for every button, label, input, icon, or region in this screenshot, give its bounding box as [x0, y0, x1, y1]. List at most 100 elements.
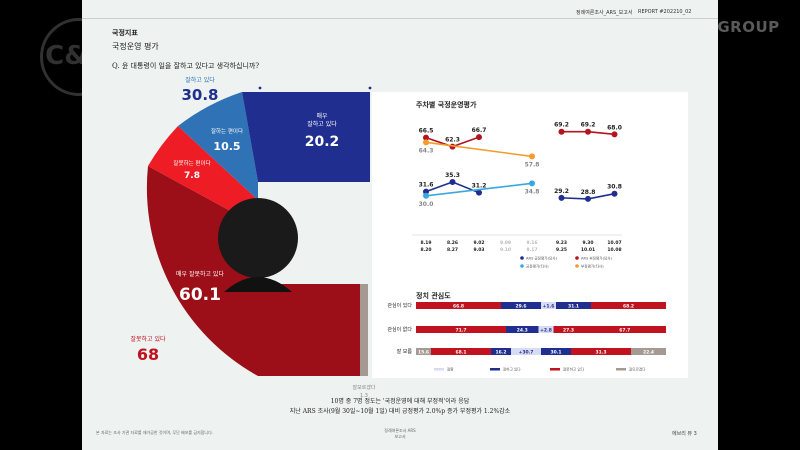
x-tick-label: 10.07 [607, 240, 621, 246]
value-bad-total: 68 [137, 345, 159, 364]
bar-segment [431, 348, 491, 355]
footer-note-2: 지난 ARS 조사(9월 30일~10월 1일) 대비 긍정평가 2.0%p 증… [289, 408, 511, 415]
data-label: 66.5 [419, 128, 434, 135]
bar-value-label: 27.3 [563, 327, 574, 333]
x-tick-label: 8.19 [420, 240, 431, 246]
slice-bad [148, 126, 258, 226]
bar-value-label: 31.1 [568, 303, 579, 309]
data-label: 66.7 [472, 127, 487, 134]
dot-marker-right [368, 86, 372, 90]
label-unknown: 잘모르겠다 [352, 384, 375, 391]
x-tick-label: 9.23 [556, 240, 567, 246]
header-divider [82, 18, 718, 19]
bar-legend-label: 잘못하고 있다 [563, 367, 585, 372]
bar-segment [506, 326, 539, 333]
series-line-3 [425, 141, 533, 158]
legend-label: ARS 긍정평가(당사) [526, 256, 558, 261]
bar-segment [491, 348, 511, 355]
bar-legend-marker [490, 368, 500, 371]
legend-label: 부정평가(타사) [581, 264, 604, 269]
slice-very-good [242, 92, 370, 182]
x-tick-label-2: 9.10 [500, 247, 511, 253]
legend-marker [520, 264, 524, 268]
bar-value-label: 68.1 [455, 349, 466, 355]
bar-category-label: 관심이 없다 [387, 326, 412, 333]
bar-legend-marker [550, 368, 560, 371]
data-point [476, 189, 482, 196]
bar-value-label: 29.6 [515, 303, 526, 309]
label-very-bad: 매우 잘못하고 있다 [176, 270, 224, 278]
right-panel: 주차별 국정운영평가 31.6 35.3 31.2 29.2 28.8 30.8 66.5 6… [372, 92, 688, 378]
data-label: 68.0 [607, 124, 622, 131]
data-point [423, 139, 429, 146]
x-tick-label-2: 10.08 [607, 247, 621, 253]
data-point [611, 190, 618, 197]
bar-value-label: 22.4 [643, 349, 654, 355]
bar-segment [511, 348, 541, 355]
bar-segment [538, 326, 554, 333]
legend-marker [575, 256, 579, 260]
series-line-0 [561, 197, 589, 200]
data-label: 57.8 [525, 161, 540, 168]
slice-good [178, 92, 258, 200]
bar-value-label: 66.8 [453, 303, 464, 309]
bar-legend-label: 잘모르겠다 [629, 367, 646, 372]
bar-chart-title: 정치 관심도 [416, 292, 451, 300]
footer-center: 정례여론조사 ARS 보고서 [384, 428, 416, 439]
data-label: 30.8 [607, 184, 622, 191]
x-tick-label: 9.16 [526, 240, 537, 246]
label-bad: 잘못하는 편이다 [173, 159, 210, 167]
portrait-image [218, 198, 298, 278]
bar-segment [416, 326, 506, 333]
data-label: 69.2 [581, 122, 596, 129]
interest-bar-chart: 관심이 있다 66.8 29.6 +1.6 31.1 68.2 관심이 없다 71.7 24.3… [387, 302, 666, 372]
legend-marker [575, 264, 579, 268]
footer-disclaimer: 본 자료는 조사 기관 자료를 재가공한 것이며, 무단 배포를 금지합니다. [96, 430, 214, 435]
bar-value-label: 15.6 [418, 349, 429, 355]
label-good-total: 잘하고 있다 [185, 76, 215, 84]
pie-chart: 잘하고 있다 30.8 매우 잘하고 있다 20.2 잘하는 편이다 10.5 … [130, 76, 375, 399]
x-tick-label: 9.02 [473, 240, 484, 246]
data-point [611, 131, 618, 138]
series-line-0 [587, 192, 615, 200]
legend-label: 긍정평가(타사) [526, 264, 549, 269]
data-label: 28.8 [581, 189, 596, 196]
series-line-1 [587, 130, 615, 136]
line-chart-title: 주차별 국정운영평가 [416, 101, 477, 109]
legend-marker [520, 256, 524, 260]
series-line-0 [452, 181, 480, 194]
data-label: 64.3 [419, 147, 434, 154]
x-tick-label-2: 8.20 [420, 247, 431, 253]
bar-category-label: 관심이 있다 [387, 302, 412, 309]
data-label: 31.6 [419, 182, 434, 189]
footer-page-number: 에브리 뷰 3 [672, 431, 697, 437]
label-bad-total: 잘못하고 있다 [130, 335, 166, 343]
bar-legend-marker [434, 368, 444, 371]
x-tick-label-2: 9.17 [526, 247, 537, 253]
report-id: REPORT #202210_02 [638, 9, 692, 15]
bar-segment [541, 302, 556, 309]
bar-legend-marker [616, 368, 626, 371]
slice-very-bad-base [258, 284, 362, 376]
bar-category-label: 잘 모름 [397, 348, 413, 355]
data-point [423, 134, 429, 141]
portrait-shoulders [224, 277, 292, 292]
bar-segment [416, 348, 431, 355]
bar-legend-label: 잘함 [447, 367, 454, 372]
bar-legend-label: 잘하고 있다 [503, 367, 521, 372]
data-label: 31.2 [472, 183, 487, 190]
data-label: 29.2 [554, 188, 569, 195]
bar-segment [501, 302, 541, 309]
slice-unknown [360, 284, 368, 376]
data-label: 35.3 [445, 172, 460, 179]
series-line-2 [425, 182, 533, 197]
bar-value-label: 31.3 [595, 349, 606, 355]
value-very-good: 20.2 [305, 134, 340, 150]
bar-segment [571, 348, 631, 355]
data-point [529, 153, 535, 160]
data-point [558, 128, 565, 135]
value-bad: 7.8 [184, 171, 200, 181]
data-point [558, 194, 565, 201]
series-line-0 [425, 181, 453, 193]
x-tick-label-2: 10.01 [581, 247, 595, 253]
